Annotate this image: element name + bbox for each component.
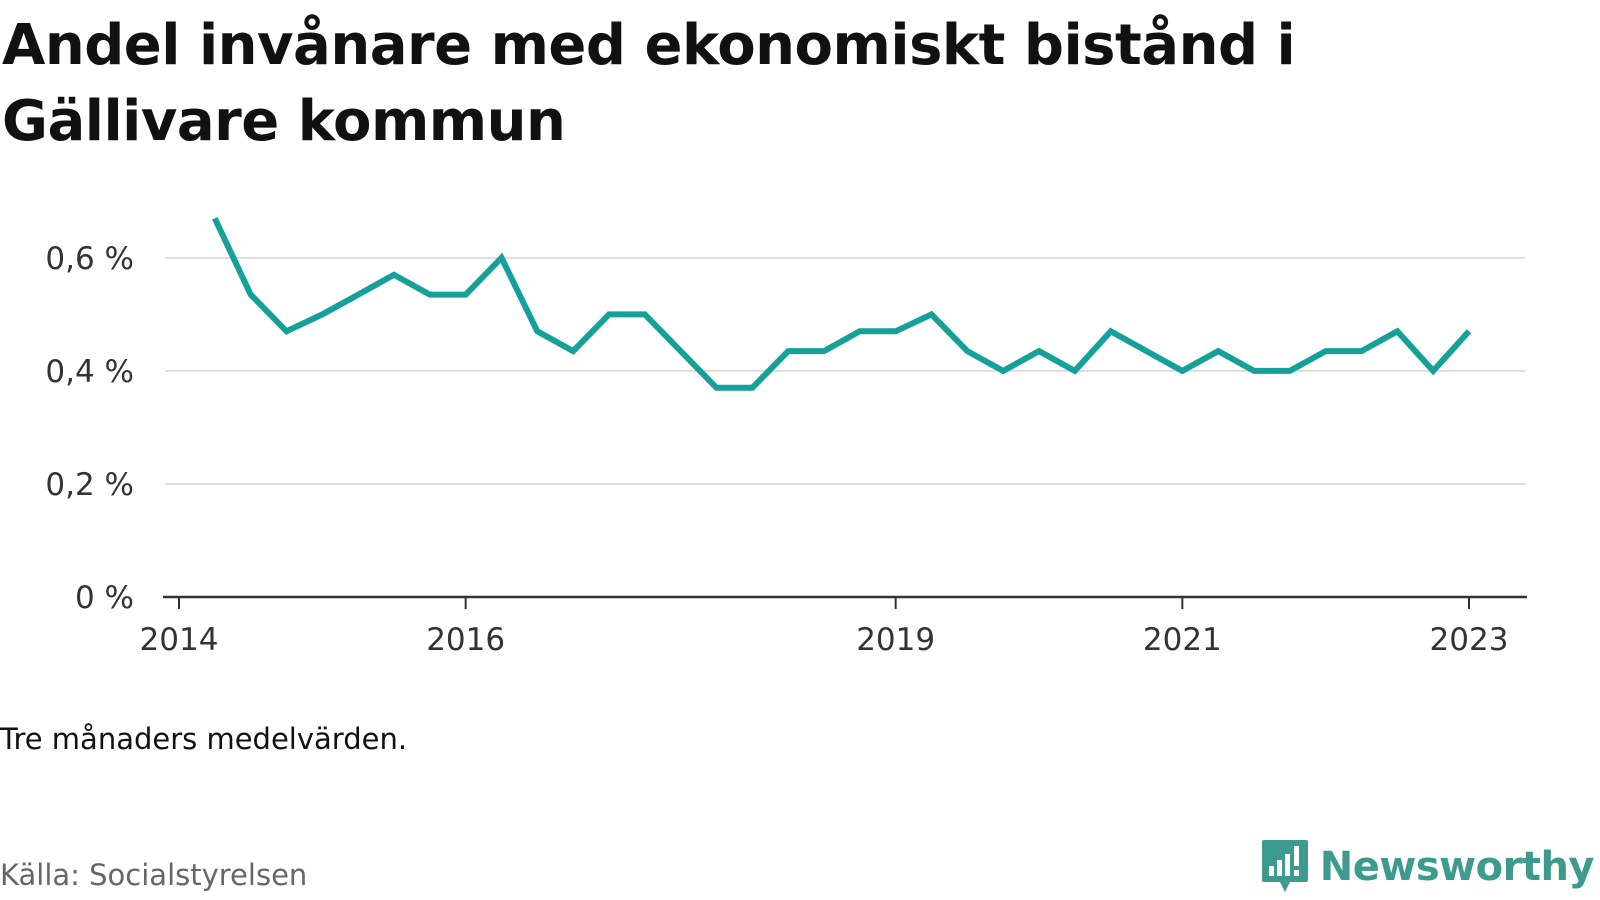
y-tick-label-3: 0,6 % <box>45 241 134 277</box>
chart-note: Tre månaders medelvärden. <box>0 722 408 756</box>
x-tick-label-4: 2023 <box>1430 622 1509 658</box>
newsworthy-logo-icon <box>1261 840 1308 892</box>
newsworthy-logo[interactable]: Newsworthy <box>1260 838 1595 896</box>
y-tick-label-0: 0 % <box>75 580 134 616</box>
series-layer <box>212 217 1472 391</box>
grid-lines <box>165 256 1525 485</box>
x-tick-label-2: 2019 <box>856 622 935 658</box>
x-tick-label-0: 2014 <box>140 622 219 658</box>
chart-title: Andel invånare med ekonomiskt bistånd i … <box>2 13 1296 154</box>
y-axis-ticks: 0 % 0,2 % 0,4 % 0,6 % <box>45 241 134 616</box>
line-chart: 0 % 0,2 % 0,4 % 0,6 % 2014 2016 2019 2021 2023 <box>45 217 1527 658</box>
y-tick-label-2: 0,4 % <box>45 354 134 390</box>
source-text: Källa: Socialstyrelsen <box>0 858 308 892</box>
x-axis: 2014 2016 2019 2021 2023 <box>140 595 1527 658</box>
x-tick-label-1: 2016 <box>426 622 505 658</box>
series-line-0 <box>212 217 1472 391</box>
y-tick-label-1: 0,2 % <box>45 467 134 503</box>
x-tick-label-3: 2021 <box>1143 622 1222 658</box>
brand-name: Newsworthy <box>1319 844 1595 890</box>
